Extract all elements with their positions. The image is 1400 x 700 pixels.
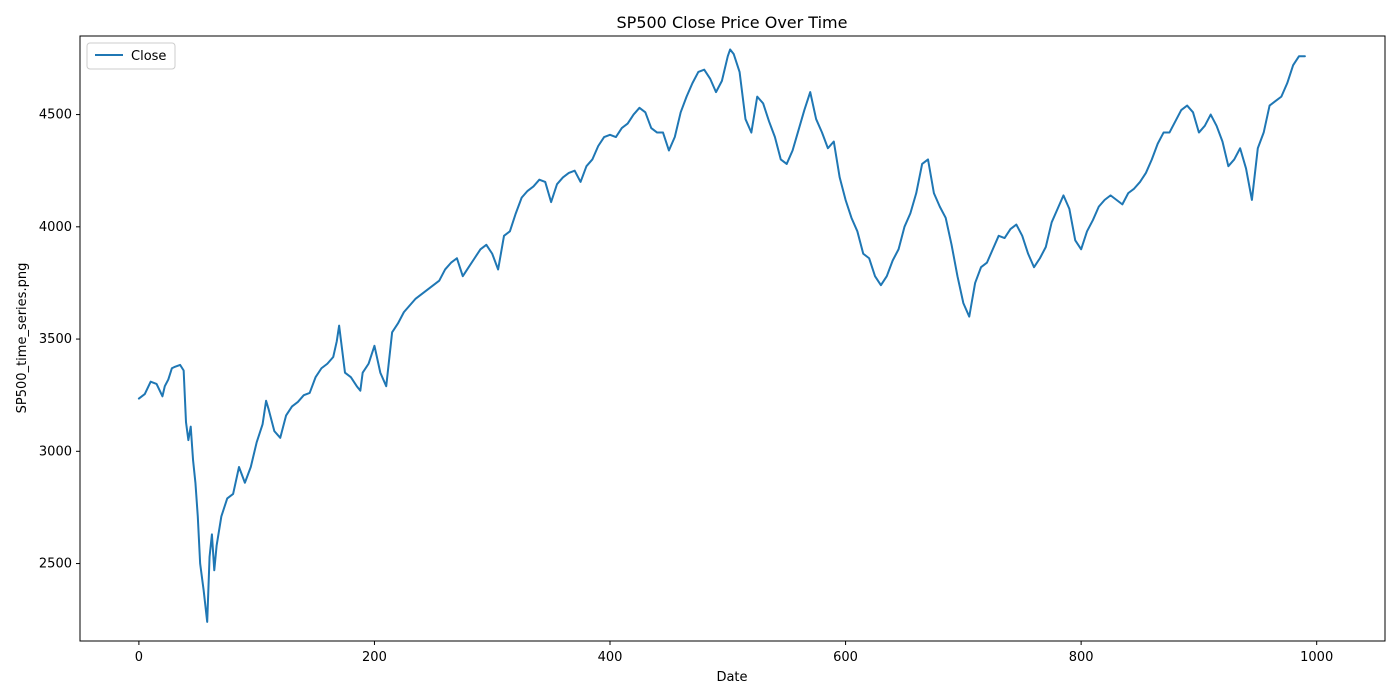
legend-box xyxy=(86,42,176,70)
y-tick-label-1: 3000 xyxy=(39,444,72,459)
x-tick-label-3: 600 xyxy=(833,650,858,665)
legend: Close xyxy=(86,42,176,70)
y-tick-label-4: 4500 xyxy=(39,108,72,123)
x-axis-ticks: 0 200 400 600 800 1000 xyxy=(135,641,1333,665)
chart-title: SP500 Close Price Over Time xyxy=(617,13,848,32)
y-tick-label-0: 2500 xyxy=(39,557,72,572)
plot-frame xyxy=(79,35,1386,642)
y-tick-label-3: 4000 xyxy=(39,220,72,235)
legend-label-close: Close xyxy=(131,49,166,64)
series-line-close xyxy=(137,48,1306,623)
plot-area xyxy=(80,36,1385,641)
x-tick-label-0: 0 xyxy=(135,650,143,665)
series-layer xyxy=(137,48,1306,623)
x-tick-label-2: 400 xyxy=(598,650,623,665)
y-axis-label: SP500_time_series.png xyxy=(15,263,30,414)
x-tick-label-4: 800 xyxy=(1069,650,1094,665)
y-axis-ticks: 2500 3000 3500 4000 4500 xyxy=(39,108,80,572)
x-tick-label-1: 200 xyxy=(362,650,387,665)
y-tick-label-2: 3500 xyxy=(39,332,72,347)
plot-background xyxy=(80,36,1385,641)
x-axis-label: Date xyxy=(716,670,747,685)
x-tick-label-5: 1000 xyxy=(1300,650,1333,665)
